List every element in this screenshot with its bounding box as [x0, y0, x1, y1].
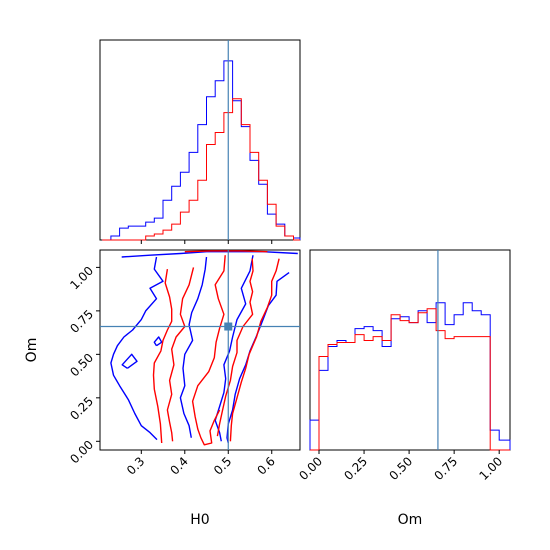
red-contours	[152, 250, 280, 446]
joint-x-ticks: 0.3 0.4 0.5 0.6	[124, 450, 278, 478]
h0-histogram-panel	[99, 39, 301, 244]
joint-x-tick-label: 0.4	[168, 454, 191, 477]
om-histogram-x-ticks: 0.00 0.25 0.50 0.75 1.00	[296, 450, 505, 483]
h0-histogram-ticks	[140, 240, 273, 244]
joint-truth-crosshair	[100, 250, 300, 450]
h0-histogram-frame	[99, 39, 301, 241]
x-axis-label-h0: H0	[190, 512, 209, 528]
joint-contour-panel: 0.3 0.4 0.5 0.6 0.00 0.25 0.50 0.75 1.00 H0 Om	[24, 249, 301, 528]
om-histogram-red-series	[310, 308, 510, 451]
om-histogram-red-step	[310, 308, 510, 451]
joint-y-tick-label: 0.00	[67, 438, 96, 467]
om-x-tick-label: 0.50	[386, 454, 415, 483]
blue-contour-line	[121, 353, 138, 369]
joint-y-ticks: 0.00 0.25 0.50 0.75 1.00	[67, 264, 100, 467]
red-contour-line	[166, 267, 195, 442]
joint-y-tick-label: 1.00	[67, 264, 96, 293]
blue-contour-line	[153, 336, 163, 347]
h0-histogram-blue-series	[102, 60, 301, 241]
om-x-tick-label: 0.75	[431, 454, 460, 483]
om-histogram-blue-series	[309, 302, 511, 450]
om-histogram-blue-step	[309, 302, 511, 450]
h0-histogram-red-series	[102, 98, 300, 241]
red-contour-line	[184, 250, 268, 253]
blue-contour-line	[179, 256, 208, 438]
x-axis-label-om: Om	[398, 512, 423, 528]
red-contour-line	[191, 255, 226, 446]
h0-histogram-red-step	[102, 98, 300, 241]
red-contour-line	[152, 268, 173, 444]
joint-frame	[99, 249, 301, 451]
joint-y-tick-label: 0.50	[67, 351, 96, 380]
om-histogram-frame	[309, 249, 511, 451]
om-histogram-panel: 0.00 0.25 0.50 0.75 1.00 Om	[296, 249, 511, 528]
truth-marker	[224, 322, 233, 331]
joint-y-tick-label: 0.75	[67, 307, 96, 336]
om-x-tick-label: 0.25	[341, 454, 370, 483]
y-axis-label-om: Om	[24, 338, 40, 363]
red-contour-line	[216, 258, 254, 437]
red-contour-line	[229, 258, 280, 442]
om-x-tick-label: 0.00	[296, 454, 325, 483]
joint-x-tick-label: 0.5	[211, 454, 234, 477]
om-x-tick-label: 1.00	[477, 454, 506, 483]
joint-x-tick-label: 0.3	[124, 454, 147, 477]
h0-histogram-blue-step	[102, 60, 301, 241]
joint-y-tick-label: 0.25	[67, 394, 96, 423]
blue-contour-line	[110, 256, 164, 441]
joint-x-tick-label: 0.6	[254, 454, 277, 477]
